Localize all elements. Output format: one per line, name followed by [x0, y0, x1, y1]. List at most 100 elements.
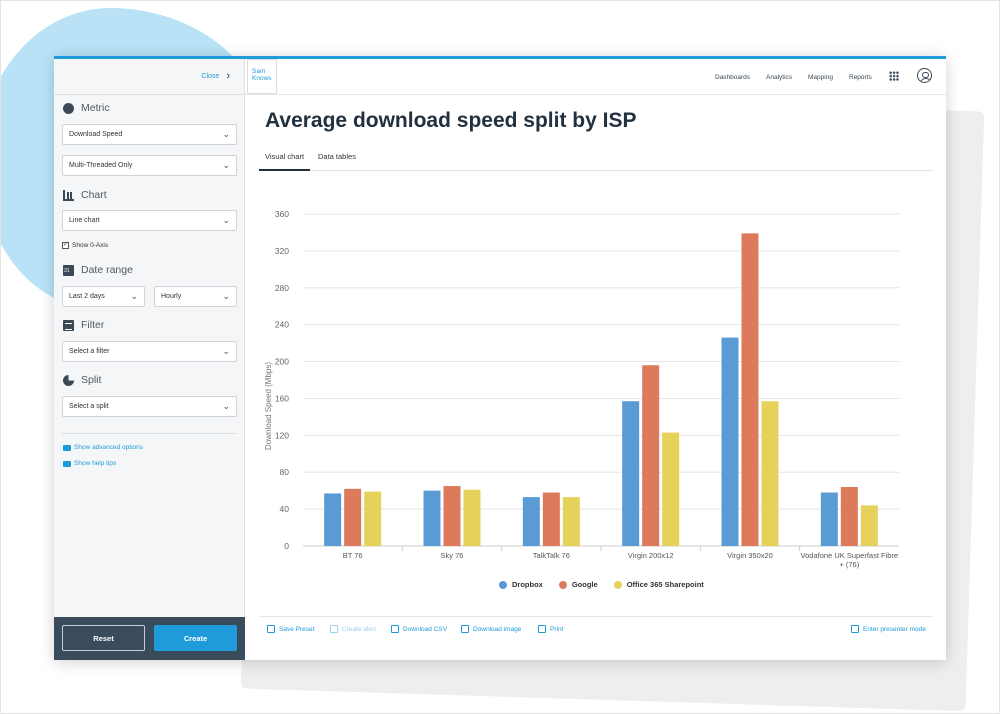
legend-item-dropbox[interactable]: Dropbox — [499, 580, 543, 589]
chart-section-title: Chart — [63, 189, 107, 201]
metric-title: Metric — [81, 102, 110, 114]
save-preset-label: Save Preset — [279, 625, 315, 633]
filter-select-value: Select a filter — [69, 348, 110, 355]
save-preset-button[interactable]: Save Preset — [267, 625, 314, 633]
y-tick-label-40: 40 — [280, 504, 290, 514]
legend-label-dropbox: Dropbox — [512, 580, 543, 589]
bar-chart: 0 40 80 120 160 200 240 280 320 360 BT 76 Sky 76 Ta… — [264, 209, 899, 569]
presenter-mode-button[interactable]: Enter presenter mode — [851, 625, 926, 633]
apps-grid-icon[interactable] — [889, 71, 899, 81]
nav-analytics[interactable]: Analytics — [766, 74, 793, 81]
y-tick-label-0: 0 — [284, 541, 289, 551]
sidebar: Close › Metric Download Speed ⌄ Multi-Th… — [54, 56, 245, 660]
filter-select[interactable]: Select a filter ⌄ — [62, 341, 237, 362]
bar-chart-icon — [63, 189, 74, 201]
chart-type-value: Line chart — [69, 217, 100, 224]
granularity-select[interactable]: Hourly ⌄ — [154, 286, 237, 307]
y-tick-label-320: 320 — [275, 246, 289, 256]
legend-dot-office365 — [613, 580, 622, 589]
chevron-down-icon: ⌄ — [222, 401, 230, 411]
x-tick-label-1: Sky 76 — [441, 551, 464, 560]
legend-label-office365: Office 365 Sharepoint — [626, 580, 704, 589]
chevron-right-icon: › — [226, 70, 230, 82]
split-section-title: Split — [63, 374, 101, 386]
csv-file-icon — [391, 625, 399, 633]
y-tick-label-280: 280 — [275, 283, 289, 293]
date-range-select[interactable]: Last 2 days ⌄ — [62, 286, 145, 307]
filter-title: Filter — [81, 319, 105, 331]
printer-icon — [538, 625, 546, 633]
bar-2-2 — [562, 497, 580, 546]
logo-line-1: Sam — [252, 68, 266, 75]
granularity-value: Hourly — [161, 293, 182, 300]
print-button[interactable]: Print — [538, 625, 563, 633]
help-tips-icon — [63, 460, 71, 467]
legend-item-google[interactable]: Google — [558, 580, 598, 589]
graduation-cap-icon — [63, 444, 71, 451]
nav-reports[interactable]: Reports — [849, 74, 872, 81]
app-window: Close › Metric Download Speed ⌄ Multi-Th… — [54, 56, 946, 660]
metric-type-select[interactable]: Multi-Threaded Only ⌄ — [62, 155, 237, 176]
chevron-down-icon: ⌄ — [222, 291, 230, 301]
y-tick-label-80: 80 — [280, 467, 290, 477]
chevron-down-icon: ⌄ — [222, 346, 230, 356]
legend-item-office365[interactable]: Office 365 Sharepoint — [613, 580, 704, 589]
tab-data-tables[interactable]: Data tables — [318, 152, 356, 161]
metric-select[interactable]: Download Speed ⌄ — [62, 124, 237, 145]
user-account-icon[interactable] — [917, 68, 932, 83]
nav-mapping[interactable]: Mapping — [808, 74, 833, 81]
create-alert-button[interactable]: Create alert — [330, 625, 376, 633]
chart-title: Chart — [81, 189, 107, 201]
nav-dashboards[interactable]: Dashboards — [715, 74, 751, 81]
legend-label-google: Google — [571, 580, 598, 589]
x-tick-label-0: BT 76 — [343, 551, 363, 560]
bar-5-2 — [860, 505, 878, 546]
bar-4-2 — [761, 401, 779, 546]
image-icon — [461, 625, 469, 633]
split-select[interactable]: Select a split ⌄ — [62, 396, 237, 417]
show-zero-axis-checkbox[interactable]: ✓ — [62, 242, 69, 249]
chevron-down-icon: ⌄ — [222, 160, 230, 170]
main-panel: Sam Knows Dashboards Analytics Mapping R… — [245, 56, 946, 660]
x-tick-label-2: TalkTalk 76 — [533, 551, 570, 560]
filter-icon — [63, 319, 74, 331]
show-advanced-options-link[interactable]: Show advanced options — [63, 444, 143, 451]
chevron-down-icon: ⌄ — [222, 129, 230, 139]
y-tick-label-120: 120 — [275, 430, 289, 440]
bar-5-0 — [820, 492, 838, 546]
y-axis-ticks: 0 40 80 120 160 200 240 280 320 360 — [275, 209, 289, 551]
date-range-title: Date range — [81, 264, 133, 276]
bar-5-1 — [840, 486, 858, 546]
chart-type-select[interactable]: Line chart ⌄ — [62, 210, 237, 231]
show-zero-axis-row[interactable]: ✓ Show 0-Axis — [62, 242, 108, 249]
download-image-label: Download image — [473, 625, 522, 633]
presenter-mode-label: Enter presenter mode — [863, 625, 926, 633]
bar-2-1 — [542, 492, 560, 546]
show-help-tips-link[interactable]: Show help tips — [63, 460, 116, 467]
split-title: Split — [81, 374, 102, 386]
show-zero-axis-label: Show 0-Axis — [72, 242, 109, 249]
page-title: Average download speed split by ISP — [265, 109, 637, 132]
y-tick-label-200: 200 — [275, 357, 289, 367]
download-image-button[interactable]: Download image — [461, 625, 521, 633]
bar-1-1 — [443, 486, 461, 546]
create-button[interactable]: Create — [154, 625, 237, 651]
bar-0-2 — [364, 491, 382, 546]
bar-1-2 — [463, 489, 481, 546]
download-csv-button[interactable]: Download CSV — [391, 625, 447, 633]
samknows-logo[interactable]: Sam Knows — [247, 59, 277, 94]
tab-visual-chart[interactable]: Visual chart — [259, 152, 311, 171]
x-axis-ticks: BT 76 Sky 76 TalkTalk 76 Virgin 200x12 Virgi… — [343, 551, 898, 569]
reset-button[interactable]: Reset — [62, 625, 145, 651]
save-icon — [267, 625, 275, 633]
y-tick-label-160: 160 — [275, 393, 289, 403]
logo-line-2: Knows — [252, 75, 272, 82]
sidebar-header: Close › — [54, 59, 244, 95]
chevron-down-icon: ⌄ — [130, 291, 138, 301]
chart-legend: Dropbox Google Office 365 Sharepoint — [499, 580, 704, 589]
x-tick-label-5: Vodafone UK Superfast Fibre — [801, 551, 899, 560]
close-sidebar-button[interactable]: Close › — [201, 70, 230, 82]
x-tick-label-3: Virgin 200x12 — [628, 551, 674, 560]
bar-0-1 — [344, 488, 362, 546]
view-tabs: Visual chart Data tables — [259, 148, 933, 171]
